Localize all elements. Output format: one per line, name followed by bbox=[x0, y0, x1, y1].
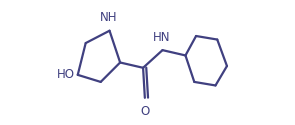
Text: O: O bbox=[140, 106, 150, 118]
Text: HN: HN bbox=[153, 31, 171, 44]
Text: NH: NH bbox=[100, 12, 117, 24]
Text: HO: HO bbox=[56, 68, 74, 81]
